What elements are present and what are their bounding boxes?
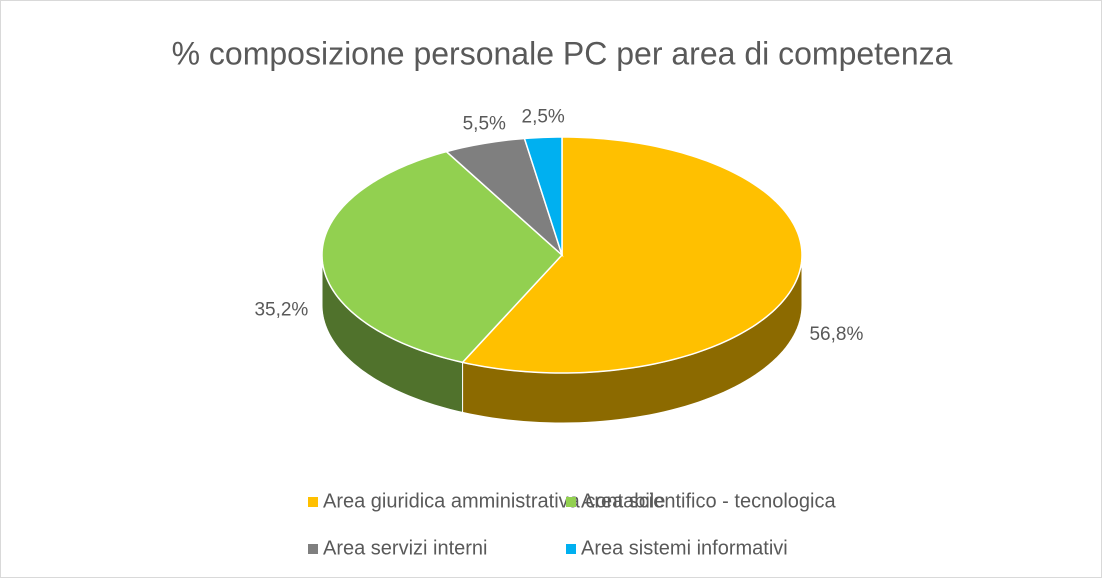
pie-slice	[523, 136, 563, 256]
legend-label: Area giuridica amministrativa contabile	[323, 490, 665, 512]
legend-label: Area sistemi informativi	[581, 537, 788, 559]
pie-slice	[461, 136, 803, 374]
legend-swatch	[308, 544, 318, 554]
pie-slice	[321, 150, 564, 364]
data-label: 56,8%	[809, 324, 863, 345]
chart-title: % composizione personale PC per area di …	[172, 35, 953, 71]
legend-label: Area scientifico - tecnologica	[581, 490, 836, 512]
data-label: 5,5%	[463, 113, 506, 134]
data-label: 35,2%	[254, 299, 308, 320]
legend-label: Area servizi interni	[323, 537, 488, 559]
legend-swatch	[308, 497, 318, 507]
data-label: 2,5%	[522, 106, 565, 127]
legend-swatch	[566, 497, 576, 507]
legend-swatch	[566, 544, 576, 554]
